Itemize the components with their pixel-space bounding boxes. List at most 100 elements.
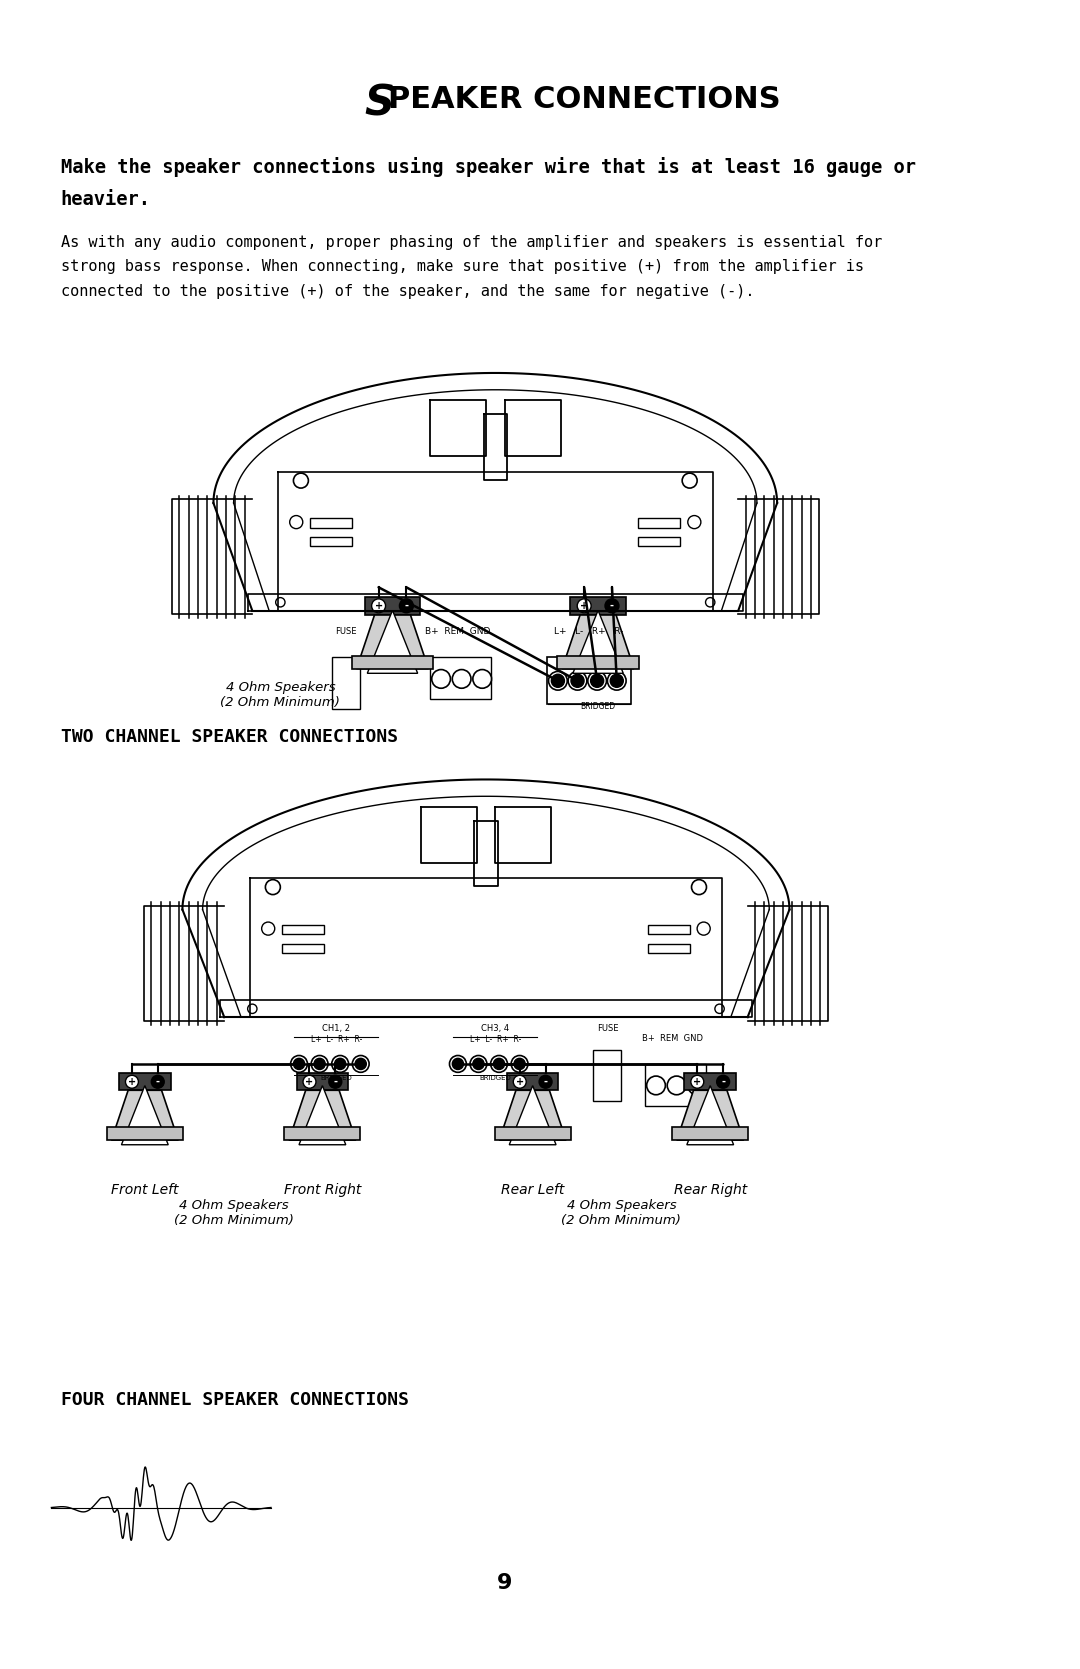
Text: L+  L-  R+  R-: L+ L- R+ R- xyxy=(311,1035,362,1045)
Circle shape xyxy=(473,1058,484,1070)
Polygon shape xyxy=(111,1090,178,1140)
Circle shape xyxy=(453,1058,463,1070)
Circle shape xyxy=(683,472,697,487)
Bar xyxy=(282,925,324,935)
Text: Front Right: Front Right xyxy=(284,1183,361,1197)
Bar xyxy=(648,943,690,953)
Circle shape xyxy=(715,1005,725,1013)
Bar xyxy=(332,658,360,709)
Circle shape xyxy=(372,599,386,613)
Bar xyxy=(310,519,352,527)
Text: FUSE: FUSE xyxy=(335,628,356,636)
Circle shape xyxy=(705,598,715,608)
Text: +: + xyxy=(580,601,589,611)
Text: 4 Ohm Speakers
(2 Ohm Minimum): 4 Ohm Speakers (2 Ohm Minimum) xyxy=(562,1200,681,1227)
Polygon shape xyxy=(356,614,429,669)
Bar xyxy=(119,1073,171,1090)
Bar xyxy=(365,598,420,614)
Text: +: + xyxy=(127,1077,136,1087)
Bar xyxy=(645,1063,705,1107)
Text: 9: 9 xyxy=(497,1572,512,1592)
Bar xyxy=(638,519,680,527)
Circle shape xyxy=(289,516,302,529)
Polygon shape xyxy=(572,611,623,673)
Text: Front Left: Front Left xyxy=(111,1183,178,1197)
Bar xyxy=(672,1127,748,1140)
Circle shape xyxy=(247,1005,257,1013)
Circle shape xyxy=(266,880,281,895)
Circle shape xyxy=(294,1058,305,1070)
Circle shape xyxy=(688,516,701,529)
Bar xyxy=(638,537,680,546)
Circle shape xyxy=(688,1077,706,1095)
Circle shape xyxy=(294,472,309,487)
Text: L+  L-  R+  R-: L+ L- R+ R- xyxy=(470,1035,521,1045)
Bar xyxy=(546,658,631,704)
Circle shape xyxy=(314,1058,325,1070)
Circle shape xyxy=(261,921,274,935)
Text: +: + xyxy=(306,1077,313,1087)
Bar xyxy=(107,1127,183,1140)
Circle shape xyxy=(352,1055,369,1071)
Polygon shape xyxy=(562,614,634,669)
Circle shape xyxy=(511,1055,528,1071)
Polygon shape xyxy=(677,1090,744,1140)
Circle shape xyxy=(151,1075,164,1088)
Text: 4 Ohm Speakers
(2 Ohm Minimum): 4 Ohm Speakers (2 Ohm Minimum) xyxy=(174,1200,294,1227)
Bar xyxy=(430,658,490,699)
Bar xyxy=(282,943,324,953)
Circle shape xyxy=(513,1075,526,1088)
Text: As with any audio component, proper phasing of the amplifier and speakers is ess: As with any audio component, proper phas… xyxy=(60,235,882,250)
Circle shape xyxy=(514,1058,525,1070)
Text: +: + xyxy=(515,1077,524,1087)
Circle shape xyxy=(432,669,450,688)
Circle shape xyxy=(473,669,491,688)
Text: -: - xyxy=(404,601,408,611)
Bar xyxy=(593,1050,621,1102)
Circle shape xyxy=(453,669,471,688)
Text: PEAKER CONNECTIONS: PEAKER CONNECTIONS xyxy=(388,85,781,113)
Polygon shape xyxy=(121,1085,168,1145)
Polygon shape xyxy=(299,1085,346,1145)
Bar xyxy=(352,656,433,669)
Circle shape xyxy=(605,599,619,613)
Bar xyxy=(507,1073,558,1090)
Text: TWO CHANNEL SPEAKER CONNECTIONS: TWO CHANNEL SPEAKER CONNECTIONS xyxy=(60,728,397,746)
Circle shape xyxy=(275,598,285,608)
Circle shape xyxy=(667,1077,686,1095)
Circle shape xyxy=(335,1058,346,1070)
Polygon shape xyxy=(289,1090,355,1140)
Text: BRIDGED: BRIDGED xyxy=(480,1075,511,1082)
Bar xyxy=(648,925,690,935)
Circle shape xyxy=(691,1075,704,1088)
Text: -: - xyxy=(543,1077,548,1087)
Circle shape xyxy=(568,671,586,689)
Circle shape xyxy=(449,1055,467,1071)
Circle shape xyxy=(607,671,626,689)
Text: B+  REM  GND: B+ REM GND xyxy=(426,628,490,636)
Circle shape xyxy=(355,1058,366,1070)
Text: connected to the positive (+) of the speaker, and the same for negative (-).: connected to the positive (+) of the spe… xyxy=(60,284,754,299)
Text: CH1, 2: CH1, 2 xyxy=(323,1025,350,1033)
Text: -: - xyxy=(156,1077,160,1087)
Bar xyxy=(685,1073,737,1090)
Circle shape xyxy=(400,599,414,613)
Bar xyxy=(284,1127,361,1140)
Text: B+  REM  GND: B+ REM GND xyxy=(643,1033,703,1043)
Polygon shape xyxy=(499,1090,566,1140)
Text: heavier.: heavier. xyxy=(60,190,151,209)
Circle shape xyxy=(697,921,711,935)
Circle shape xyxy=(332,1055,349,1071)
Polygon shape xyxy=(687,1085,733,1145)
Circle shape xyxy=(494,1058,504,1070)
Text: Make the speaker connections using speaker wire that is at least 16 gauge or: Make the speaker connections using speak… xyxy=(60,157,916,177)
Text: L+   L-   R+   R-: L+ L- R+ R- xyxy=(554,628,623,636)
Text: FUSE: FUSE xyxy=(596,1025,618,1033)
Circle shape xyxy=(539,1075,552,1088)
Bar xyxy=(495,1127,570,1140)
Text: FOUR CHANNEL SPEAKER CONNECTIONS: FOUR CHANNEL SPEAKER CONNECTIONS xyxy=(60,1390,408,1409)
Circle shape xyxy=(291,1055,308,1071)
Polygon shape xyxy=(510,1085,556,1145)
Text: BRIDGED: BRIDGED xyxy=(581,701,616,711)
Circle shape xyxy=(549,671,567,689)
